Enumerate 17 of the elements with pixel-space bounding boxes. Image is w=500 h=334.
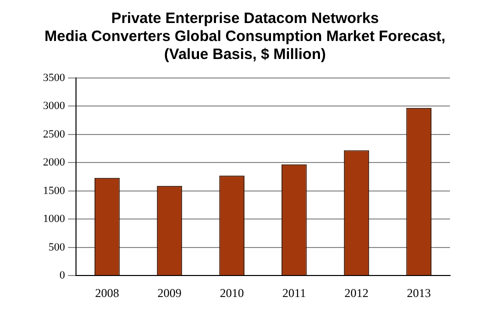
text: (Value Basis, $ Million) — [164, 46, 326, 64]
x-tick-label: 2010 — [220, 286, 244, 300]
y-tick-label: 0 — [60, 269, 66, 282]
x-tick-label: 2012 — [344, 286, 368, 300]
text: Private Enterprise Datacom Networks — [111, 10, 379, 28]
x-tick-label: 2009 — [158, 286, 182, 300]
y-tick-label: 2000 — [43, 156, 66, 169]
y-tick-label: 1500 — [43, 184, 66, 197]
x-tick-label: 2008 — [95, 286, 120, 300]
y-tick-label: 500 — [48, 241, 66, 254]
y-tick-label: 3000 — [43, 100, 66, 112]
text: Media Converters Global Consumption Market Forecast, — [44, 28, 446, 46]
x-tick-label: 2013 — [406, 286, 431, 300]
y-tick-label: 1000 — [43, 213, 66, 226]
y-tick-label: 2500 — [43, 128, 66, 140]
x-tick-label: 2011 — [282, 286, 306, 300]
y-tick-label: 3500 — [43, 72, 66, 84]
